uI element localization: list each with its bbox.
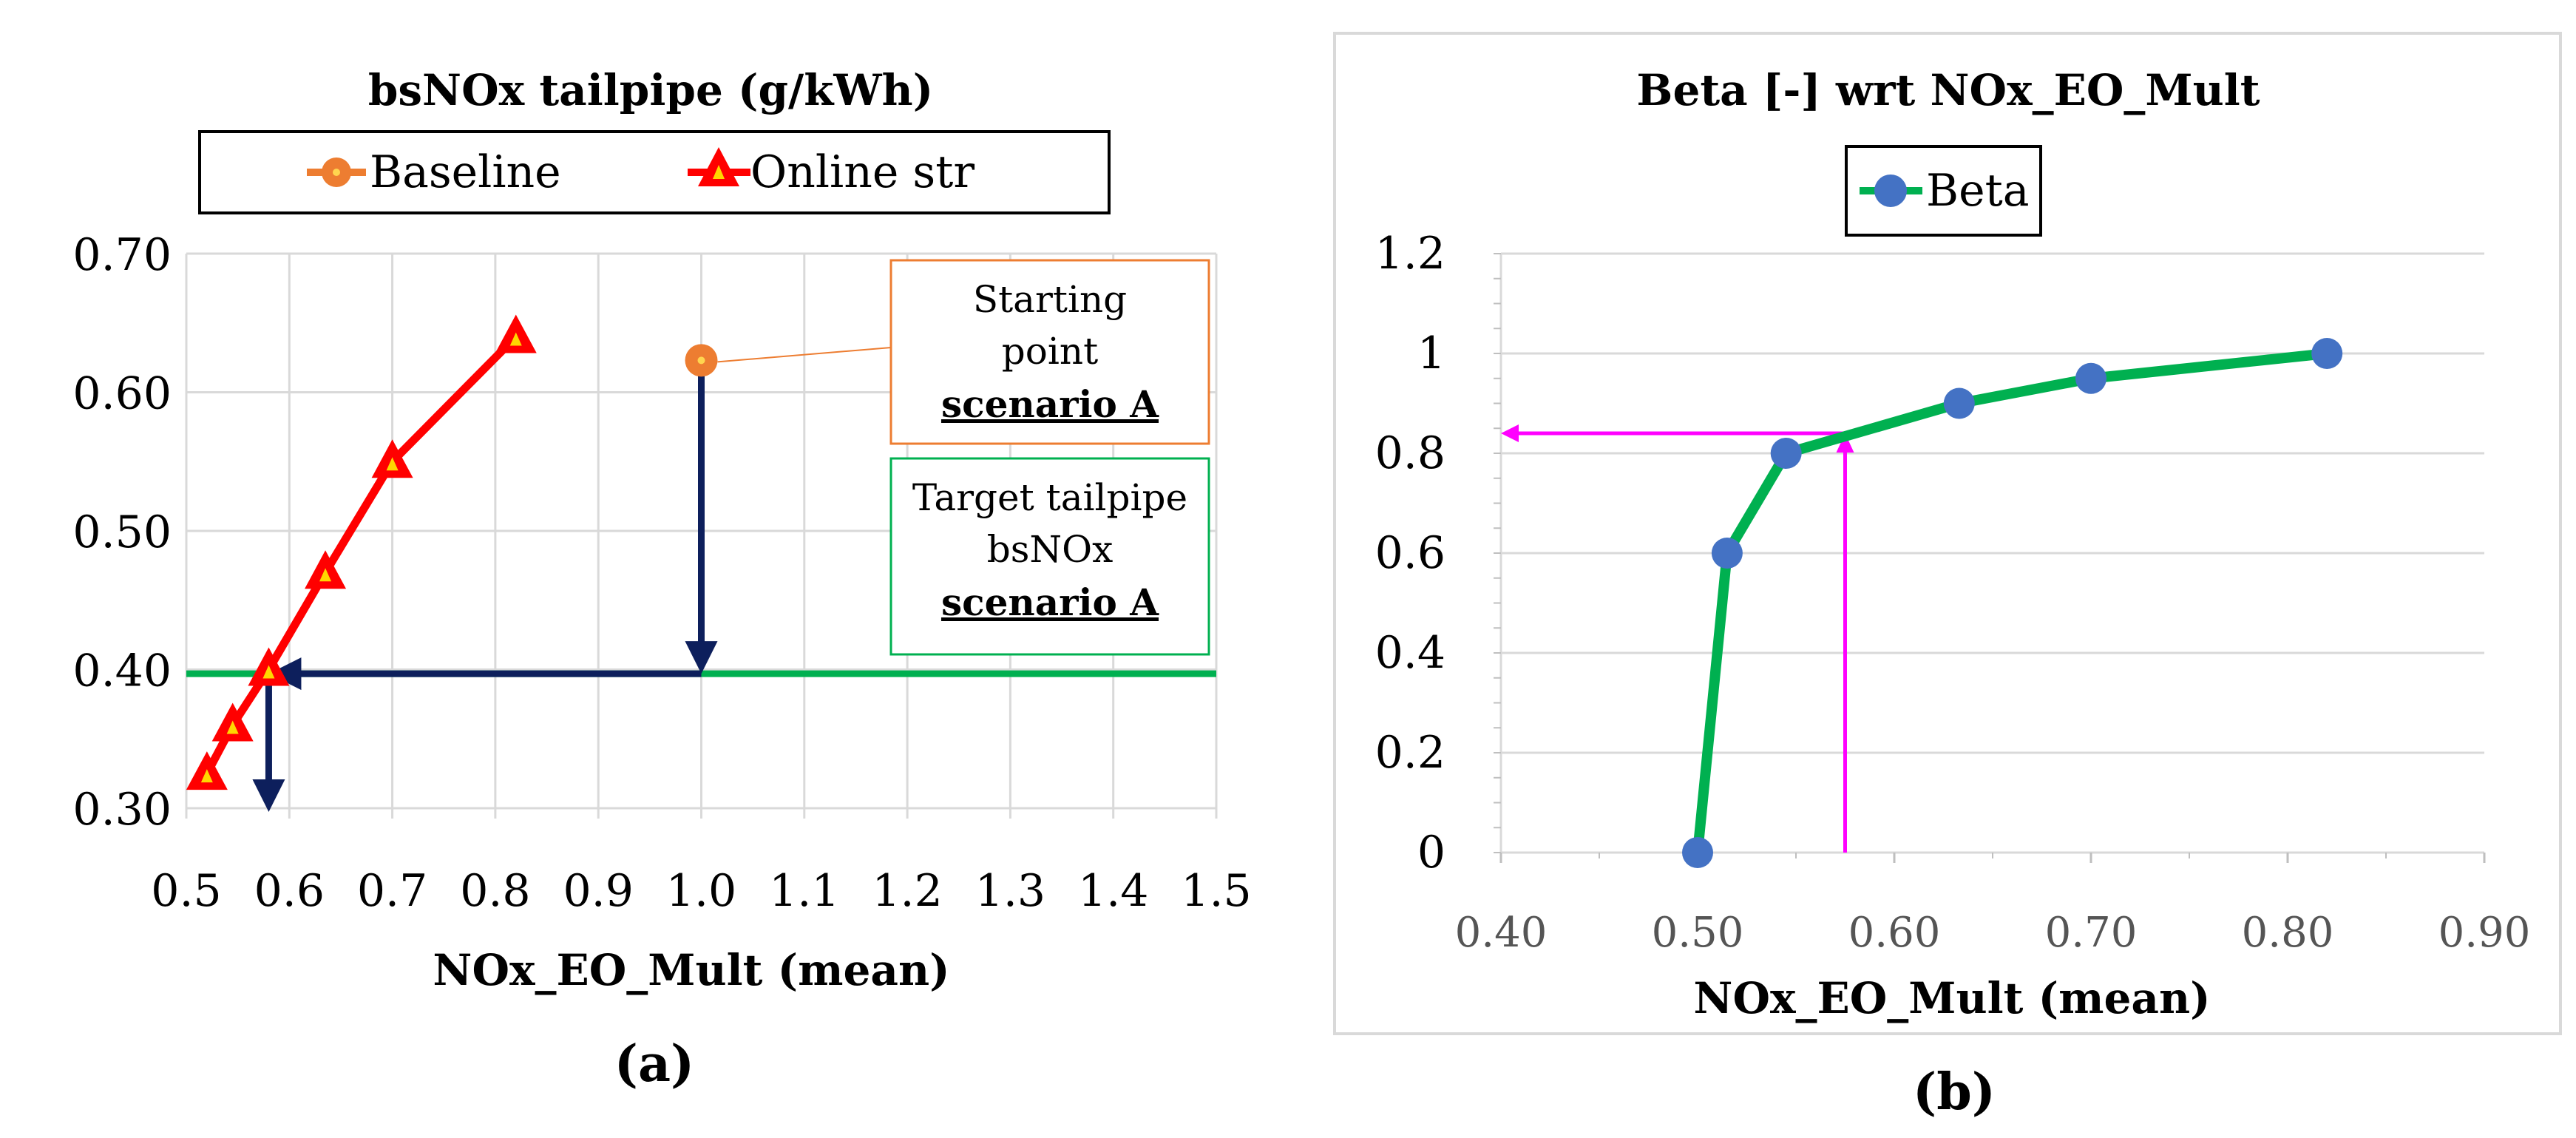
- arrow-left-along-target-head: [268, 657, 302, 691]
- arrow-up-to-curve-head: [1836, 433, 1854, 453]
- starting-point-box: [889, 259, 1210, 445]
- online-str-markers: [186, 314, 537, 790]
- chart-b-y-tick-label: 0.6: [1375, 527, 1445, 579]
- scenario-a-arrows: [252, 365, 718, 812]
- chart-b-y-ticks: 0 0.2 0.4 0.6 0.8 1 1.2: [1375, 228, 1445, 878]
- chart-a-x-tick-label: 0.9: [563, 865, 633, 917]
- chart-b-x-tick-label: 0.60: [1848, 909, 1941, 957]
- chart-b-x-tick-label: 0.90: [2438, 909, 2531, 957]
- chart-b-x-ticks: 0.40 0.50 0.60 0.70 0.80 0.90: [1455, 909, 2531, 957]
- chart-a-x-ticks: 0.5 0.6 0.7 0.8 0.9 1.0 1.1 1.2 1.3 1.4 1.5: [151, 865, 1251, 917]
- chart-a-x-tick-label: 1.4: [1078, 865, 1148, 917]
- chart-b-y-tick-label: 1: [1417, 328, 1445, 379]
- chart-b-y-tick-label: 0.8: [1375, 427, 1445, 479]
- online-str-point-center: [386, 457, 399, 471]
- chart-b-x-axis-title: NOx_EO_Mult (mean): [1693, 973, 2210, 1023]
- chart-a-x-tick-label: 0.7: [357, 865, 427, 917]
- starting-point-leader-line: [717, 347, 892, 363]
- online-str-point-center: [509, 332, 522, 346]
- chart-b-title: Beta [-] wrt NOx_EO_Mult: [1636, 65, 2260, 115]
- chart-b-grid: [1494, 252, 2486, 863]
- starting-point-text-2: point: [1002, 330, 1098, 373]
- online-str-line: [203, 333, 519, 776]
- target-text-1: Target tailpipe: [912, 476, 1187, 519]
- legend-online-marker-center: [713, 165, 725, 179]
- arrow-left-to-axis-head: [1501, 424, 1519, 442]
- arrow-down-to-axis-head: [252, 779, 285, 812]
- chart-a-y-tick-label: 0.60: [72, 368, 172, 420]
- chart-a-x-tick-label: 1.1: [769, 865, 839, 917]
- beta-point: [2075, 362, 2106, 394]
- beta-markers: [1682, 338, 2343, 868]
- chart-a-x-tick-label: 1.3: [975, 865, 1045, 917]
- legend-online-label: Online str: [750, 146, 975, 198]
- chart-b-y-tick-label: 0: [1417, 827, 1445, 878]
- chart-a-y-ticks: 0.30 0.40 0.50 0.60 0.70: [72, 229, 172, 836]
- chart-a-y-tick-label: 0.70: [72, 229, 172, 281]
- legend-item-baseline: Baseline: [307, 146, 561, 198]
- chart-a-y-tick-label: 0.40: [72, 646, 172, 697]
- arrow-down-from-start-head: [685, 641, 718, 674]
- chart-a-y-tick-label: 0.50: [72, 507, 172, 558]
- chart-b-y-tick-label: 0.4: [1375, 627, 1445, 679]
- starting-point-annotation: Starting point scenario A: [889, 259, 1210, 445]
- target-text-2: bsNOx: [987, 528, 1114, 571]
- chart-a-x-axis-title: NOx_EO_Mult (mean): [433, 945, 949, 995]
- legend-beta-label: Beta: [1926, 165, 2029, 217]
- chart-a-x-tick-label: 0.5: [151, 865, 221, 917]
- beta-point: [2311, 338, 2343, 369]
- chart-a-x-tick-label: 0.8: [460, 865, 530, 917]
- legend-item-online: Online str: [688, 146, 975, 198]
- legend-baseline-label: Baseline: [370, 146, 561, 198]
- legend-item-beta: Beta: [1860, 165, 2029, 217]
- chart-a-title: bsNOx tailpipe (g/kWh): [368, 65, 933, 115]
- legend-beta-marker: [1874, 175, 1907, 207]
- beta-point: [1943, 387, 1975, 419]
- chart-a-x-tick-label: 1.0: [666, 865, 736, 917]
- online-str-point-center: [200, 769, 213, 783]
- target-text-3: scenario A: [941, 580, 1159, 624]
- chart-b-x-tick-label: 0.40: [1455, 909, 1548, 957]
- chart-a-y-tick-label: 0.30: [72, 784, 172, 836]
- beta-point: [1711, 538, 1743, 569]
- target-annotation: Target tailpipe bsNOx scenario A: [889, 457, 1210, 656]
- baseline-point-center: [697, 356, 705, 365]
- beta-line: [1692, 348, 2328, 853]
- starting-point-text-1: Starting: [973, 278, 1127, 321]
- panel-a: bsNOx tailpipe (g/kWh) Baseline Online s…: [72, 65, 1251, 1094]
- target-box: [889, 457, 1210, 656]
- chart-b-x-tick-label: 0.50: [1652, 909, 1744, 957]
- beta-point: [1770, 438, 1802, 469]
- panel-a-label: (a): [614, 1034, 694, 1094]
- chart-a-x-tick-label: 1.5: [1181, 865, 1251, 917]
- chart-a-x-tick-label: 1.2: [872, 865, 942, 917]
- online-str-point-center: [226, 720, 239, 734]
- panel-b-label: (b): [1913, 1063, 1996, 1122]
- chart-a-x-tick-label: 0.6: [254, 865, 325, 917]
- starting-point-text-3: scenario A: [941, 382, 1159, 426]
- chart-b-y-tick-label: 0.2: [1375, 727, 1445, 779]
- beta-point: [1682, 837, 1713, 868]
- legend-baseline-marker-center: [333, 169, 340, 176]
- chart-b-x-tick-label: 0.70: [2045, 909, 2138, 957]
- beta-lookup-arrows: [1501, 424, 1854, 853]
- chart-b-y-tick-label: 1.2: [1375, 228, 1445, 280]
- panel-b: Beta [-] wrt NOx_EO_Mult Beta 0 0.2 0.4 0.6…: [1333, 32, 2562, 1122]
- online-str-point-center: [262, 665, 275, 679]
- online-str-point-center: [319, 568, 332, 582]
- chart-b-x-tick-label: 0.80: [2242, 909, 2334, 957]
